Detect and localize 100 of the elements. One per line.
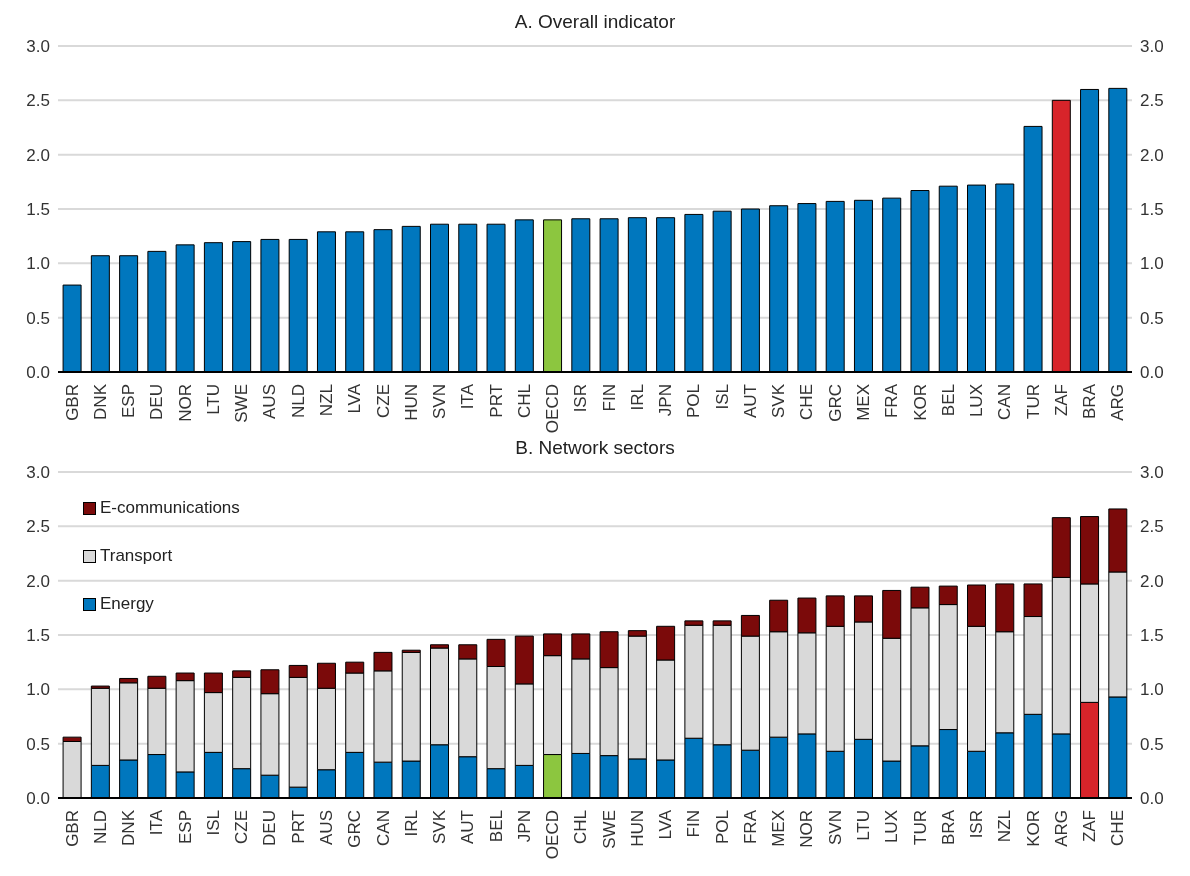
x-tick-label: NZL [995,810,1015,843]
y2-tick-label: 0.0 [1140,363,1164,383]
y2-tick-label: 1.5 [1140,200,1164,220]
x-tick-label: NOR [175,384,195,422]
x-tick-label: LVA [656,809,676,840]
y2-tick-label: 3.0 [1140,37,1164,57]
y-tick-label: 0.5 [26,308,50,328]
x-tick-label: CZE [232,810,252,844]
x-tick-label: POL [684,384,704,419]
y2-tick-label: 0.5 [1140,734,1164,754]
x-tick-label: ARG [1051,810,1071,847]
x-tick-label: DNK [119,809,139,846]
x-tick-label: GBR [62,810,82,847]
x-tick-label: ZAF [1051,384,1071,417]
x-tick-label: AUS [260,384,280,419]
x-tick-label: BEL [486,810,506,843]
x-tick-label: DEU [147,384,167,420]
x-tick-label: MEX [854,384,873,421]
y2-tick-label: 1.0 [1140,680,1164,700]
x-tick-label: ESP [175,810,195,845]
x-tick-label: ISR [967,810,987,839]
y-tick-label: 1.5 [26,200,50,220]
x-tick-label: SWE [232,384,252,423]
y-tick-label: 2.0 [26,145,50,165]
x-tick-label: KOR [1023,810,1043,847]
x-tick-label: DEU [260,810,280,846]
x-tick-label: LUX [967,384,987,418]
x-tick-label: DNK [90,383,110,420]
x-tick-label: ITA [458,383,478,410]
legend-label: Energy [100,594,154,614]
x-tick-label: ZAF [1080,810,1100,843]
x-tick-label: CHE [1108,810,1128,846]
x-tick-label: GRC [825,384,845,422]
y2-tick-label: 2.5 [1140,91,1164,111]
y2-tick-label: 2.5 [1140,517,1164,537]
x-tick-label: CHL [514,384,534,419]
x-tick-label: POL [712,810,732,845]
x-tick-label: HUN [627,810,647,847]
x-tick-label: CHL [571,810,591,845]
x-tick-label: NZL [317,384,336,417]
chart-title: A. Overall indicator [513,10,677,34]
x-tick-label: PRT [486,384,506,418]
x-tick-label: SWE [599,810,619,849]
x-tick-label: SVK [769,383,789,419]
x-tick-label: CHE [797,384,817,420]
x-tick-label: PRT [288,810,308,844]
x-tick-label: BRA [938,809,958,845]
x-tick-label: SVN [430,384,450,419]
x-tick-label: BRA [1080,383,1100,419]
y2-tick-label: 2.0 [1140,571,1164,591]
x-tick-label: LTU [203,384,223,415]
x-tick-label: LTU [854,810,873,841]
y2-tick-label: 1.5 [1140,626,1164,646]
x-tick-label: SVN [825,810,845,845]
x-tick-label: TUR [1023,384,1043,419]
x-tick-label: CAN [373,810,393,846]
x-tick-label: IRL [627,384,647,411]
x-tick-label: LUX [882,810,902,844]
x-tick-label: ITA [147,809,167,836]
x-tick-label: GRC [345,810,365,848]
y-tick-label: 0.5 [26,734,50,754]
y-tick-label: 2.5 [26,517,50,537]
y2-tick-label: 3.0 [1140,463,1164,483]
y-tick-label: 1.5 [26,626,50,646]
y2-tick-label: 0.0 [1140,789,1164,809]
x-tick-label: OECD [543,384,563,434]
legend-label: Transport [100,546,173,566]
x-tick-label: LVA [345,383,365,414]
x-tick-label: FRA [882,383,902,418]
x-tick-label: JPN [656,384,676,417]
x-tick-label: FIN [599,384,619,412]
x-tick-label: HUN [401,384,421,421]
x-tick-label: NLD [288,384,308,419]
x-tick-label: AUT [458,810,478,844]
y2-tick-label: 1.0 [1140,254,1164,274]
x-tick-label: ISL [712,384,732,410]
x-tick-label: IRL [401,810,421,837]
x-tick-label: SVK [430,809,450,845]
x-tick-label: ESP [119,384,139,419]
y2-tick-label: 2.0 [1140,145,1164,165]
x-tick-label: FIN [684,810,704,838]
x-tick-label: AUS [317,810,336,845]
x-tick-label: JPN [514,810,534,843]
y-tick-label: 3.0 [26,463,50,483]
y-tick-label: 1.0 [26,680,50,700]
y-tick-label: 1.0 [26,254,50,274]
x-tick-label: BEL [938,384,958,417]
y-tick-label: 3.0 [26,37,50,57]
y-tick-label: 2.0 [26,571,50,591]
x-tick-label: TUR [910,810,930,845]
x-tick-label: KOR [910,384,930,421]
y-tick-label: 0.0 [26,363,50,383]
x-tick-label: MEX [769,810,789,847]
x-tick-label: ISR [571,384,591,413]
x-tick-label: NOR [797,810,817,848]
y-tick-label: 0.0 [26,789,50,809]
x-tick-label: FRA [740,809,760,844]
x-tick-label: GBR [62,384,82,421]
x-tick-label: CZE [373,384,393,418]
x-tick-label: OECD [543,810,563,860]
